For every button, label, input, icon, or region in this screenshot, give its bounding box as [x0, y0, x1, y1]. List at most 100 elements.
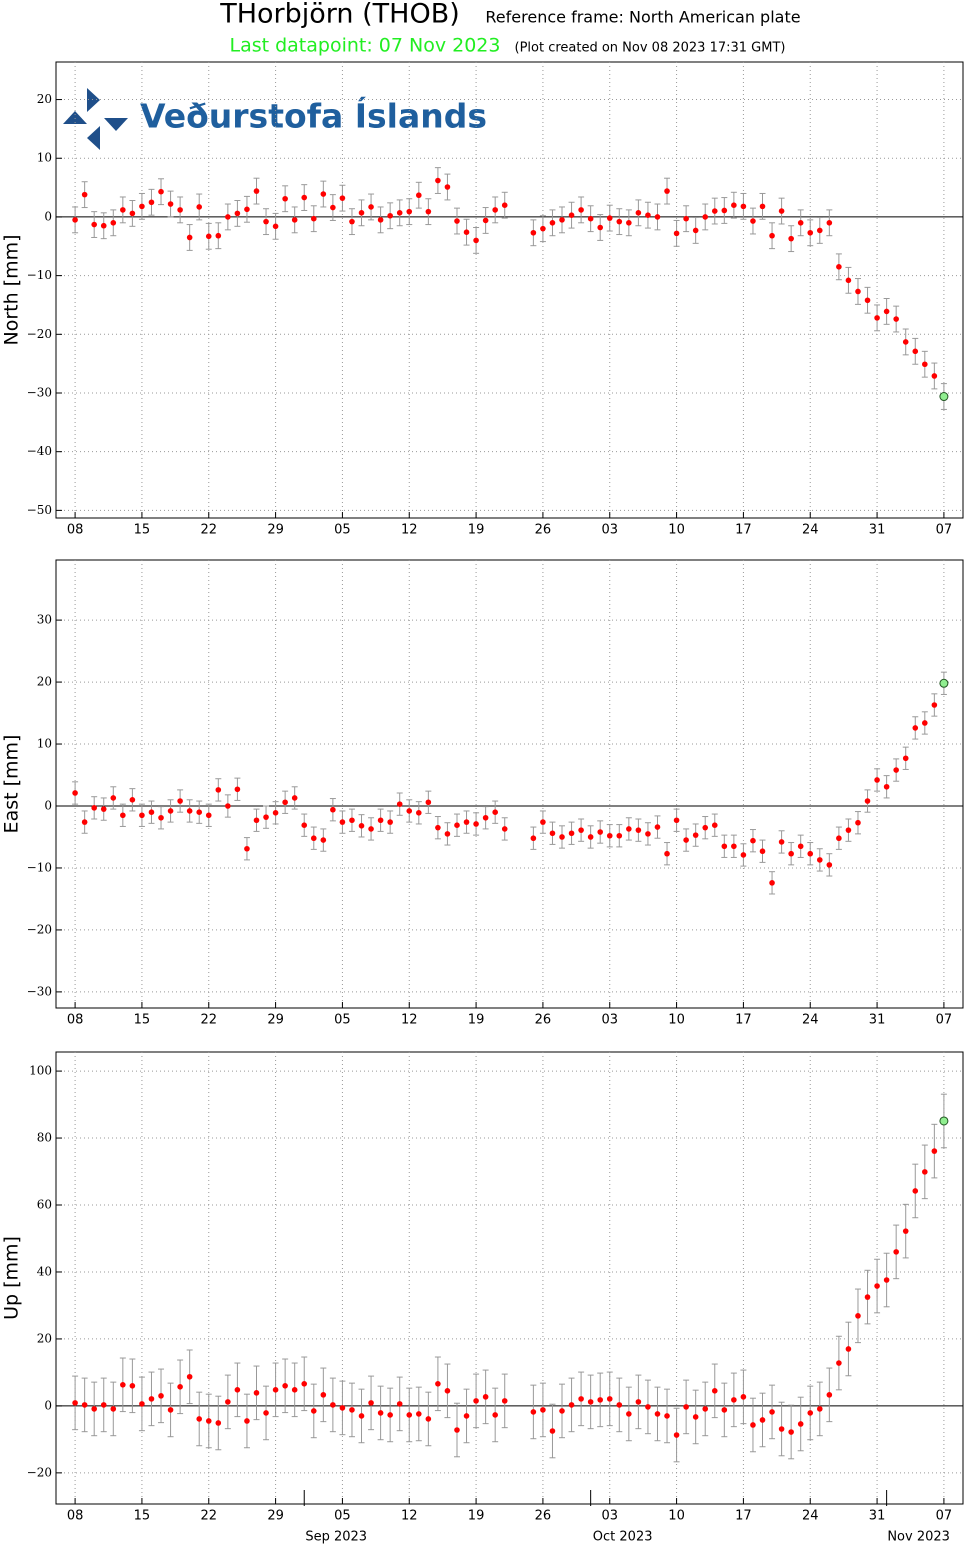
data-point: [167, 201, 174, 207]
data-point: [750, 837, 756, 844]
data-point: [349, 817, 355, 824]
x-tick-label: 17: [735, 1013, 752, 1028]
logo: Veðurstofa Íslands: [63, 88, 487, 150]
data-point: [406, 208, 413, 215]
data-point: [81, 1402, 88, 1408]
data-point: [120, 207, 126, 213]
data-point: [883, 1277, 890, 1283]
x-tick-label: 03: [601, 1509, 618, 1524]
data-point: [673, 1432, 680, 1438]
data-point: [129, 797, 136, 803]
data-point: [291, 795, 298, 801]
data-point: [664, 850, 670, 857]
data-point: [731, 1397, 737, 1403]
x-tick-label: 08: [67, 1509, 84, 1524]
x-tick-label: 15: [134, 1509, 151, 1524]
data-point: [186, 234, 193, 241]
data-point: [110, 220, 117, 226]
data-point: [215, 232, 222, 239]
data-point: [530, 835, 537, 842]
data-point: [845, 1346, 852, 1352]
data-point: [205, 1418, 212, 1424]
data-point: [922, 1169, 928, 1175]
data-point: [263, 1410, 269, 1416]
data-point: [444, 831, 451, 837]
data-point: [473, 237, 479, 244]
y-axis-label: Up [mm]: [1, 1236, 23, 1320]
data-point: [205, 812, 212, 819]
data-point: [826, 862, 833, 868]
logo-shape: [87, 88, 100, 112]
data-point: [463, 229, 470, 235]
data-point: [425, 799, 432, 806]
data-point: [559, 834, 565, 840]
month-label: Oct 2023: [593, 1530, 653, 1545]
data-point: [654, 1411, 661, 1417]
data-point: [291, 217, 298, 223]
data-point: [778, 839, 785, 845]
data-point: [711, 208, 718, 214]
data-point: [530, 229, 537, 236]
x-tick-label: 10: [668, 1509, 685, 1524]
data-point: [922, 720, 928, 726]
data-point: [922, 361, 928, 368]
data-point: [654, 824, 661, 830]
data-point: [167, 1407, 174, 1413]
x-tick-label: 31: [869, 523, 886, 538]
data-point: [196, 204, 203, 210]
x-tick-label: 19: [468, 1013, 485, 1028]
data-point: [473, 1398, 479, 1404]
data-point: [387, 819, 393, 825]
data-point: [330, 204, 336, 211]
data-point: [368, 826, 374, 832]
data-point: [100, 222, 107, 229]
data-point: [626, 220, 632, 226]
x-tick-label: 12: [401, 1509, 418, 1524]
data-point: [673, 817, 680, 824]
data-point: [320, 1392, 327, 1398]
data-point: [444, 1388, 451, 1394]
data-point: [416, 810, 422, 816]
data-point: [396, 801, 403, 807]
x-tick-label: 10: [668, 523, 685, 538]
logo-shape: [87, 126, 100, 150]
data-point: [654, 214, 661, 220]
data-point: [597, 224, 603, 231]
data-point: [139, 812, 145, 819]
x-tick-label: 26: [535, 1013, 552, 1028]
data-point: [797, 1421, 804, 1427]
data-point: [196, 809, 203, 815]
data-point: [731, 843, 737, 850]
data-point: [501, 202, 508, 208]
data-point: [377, 217, 384, 223]
y-tick-label: 100: [29, 1064, 52, 1078]
data-point: [616, 832, 623, 839]
data-point: [368, 204, 374, 210]
data-point: [788, 850, 794, 857]
x-tick-label: 07: [936, 1509, 953, 1524]
data-point: [616, 218, 623, 225]
data-point: [81, 819, 88, 825]
data-point: [606, 215, 613, 221]
data-point: [387, 212, 393, 219]
data-point: [549, 830, 556, 837]
data-point: [186, 1373, 193, 1380]
x-tick-label: 17: [735, 523, 752, 538]
data-point: [463, 1413, 470, 1419]
x-tick-label: 15: [134, 1013, 151, 1028]
x-tick-label: 05: [334, 1013, 351, 1028]
data-point: [482, 1394, 489, 1400]
data-point: [177, 798, 183, 804]
data-point: [702, 1406, 709, 1412]
plot-frame: [55, 559, 964, 1009]
data-point: [110, 1406, 117, 1412]
data-point: [158, 814, 164, 821]
y-tick-label: −10: [27, 268, 52, 282]
data-point: [778, 1426, 785, 1432]
data-point: [578, 1396, 584, 1402]
data-point: [721, 207, 728, 214]
data-point: [883, 308, 890, 315]
x-tick-label: 29: [267, 523, 284, 538]
data-point: [215, 1420, 222, 1426]
